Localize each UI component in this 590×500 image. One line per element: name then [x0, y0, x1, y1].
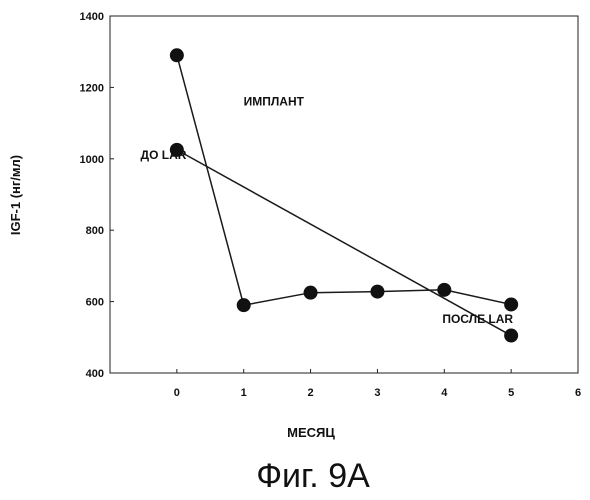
x-tick-label: 5: [508, 387, 514, 399]
annotation-label: ДО LAR: [141, 148, 187, 162]
series-line-1: [177, 55, 511, 305]
annotation-label: ПОСЛЕ LAR: [442, 312, 513, 326]
y-tick-label: 1200: [80, 82, 104, 94]
y-tick-label: 400: [86, 368, 104, 380]
data-point: [437, 283, 451, 297]
series-lines: [177, 55, 511, 335]
y-tick-label: 800: [86, 225, 104, 237]
y-tick-label: 600: [86, 297, 104, 309]
x-tick-label: 1: [241, 387, 247, 399]
y-axis-ticks: 400 600 800 1000 1200 1400: [80, 11, 114, 380]
data-point: [237, 298, 251, 312]
x-tick-label: 4: [441, 387, 448, 399]
x-tick-label: 0: [174, 387, 180, 399]
annotation-label: ИМПЛАНТ: [244, 94, 305, 108]
series-points: [170, 48, 518, 342]
y-tick-label: 1000: [80, 154, 104, 166]
data-point: [504, 297, 518, 311]
x-tick-label: 6: [575, 387, 581, 399]
x-axis-title: МЕСЯЦ: [287, 425, 335, 440]
y-axis-title: IGF-1 (нг/мл): [8, 155, 23, 235]
data-point: [304, 286, 318, 300]
x-tick-label: 3: [374, 387, 380, 399]
data-point: [170, 48, 184, 62]
y-tick-label: 1400: [80, 11, 104, 23]
x-tick-label: 2: [308, 387, 314, 399]
figure-caption: Фиг. 9А: [256, 457, 370, 495]
data-point: [370, 285, 384, 299]
data-point: [504, 329, 518, 343]
